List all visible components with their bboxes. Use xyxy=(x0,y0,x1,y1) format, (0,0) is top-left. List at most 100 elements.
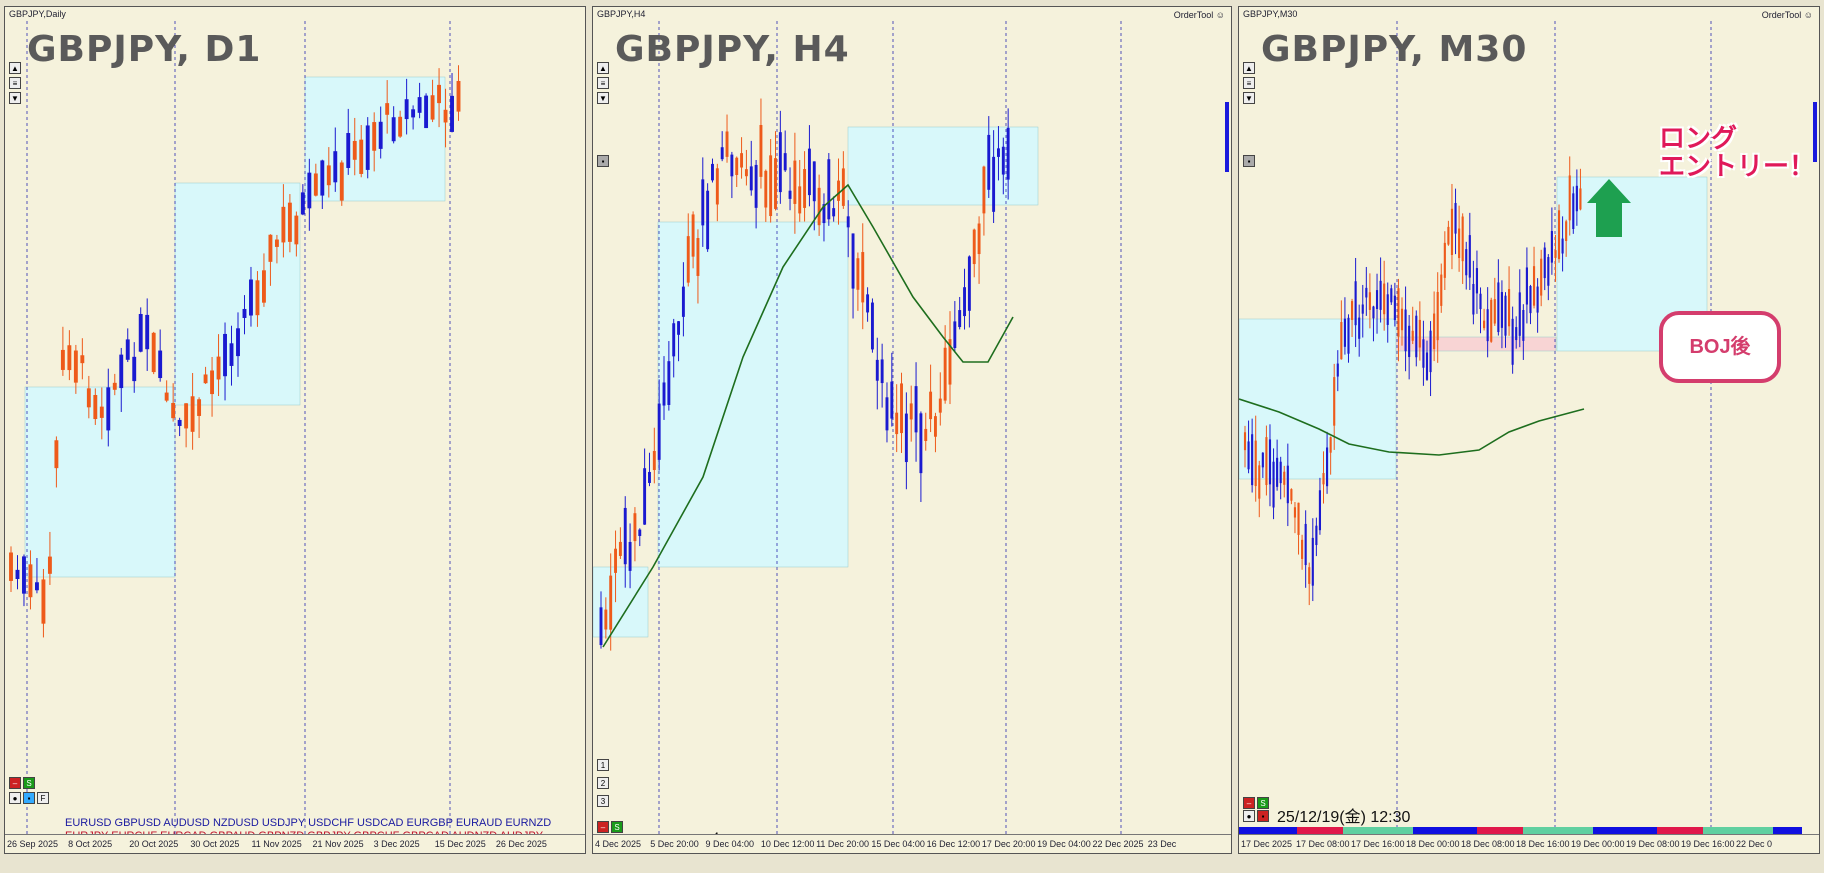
timeframe-icon[interactable]: ≡ xyxy=(597,77,609,89)
candle-body xyxy=(223,333,227,377)
symbol-item[interactable]: USDCAD xyxy=(356,817,407,829)
long-entry-line1: ロング xyxy=(1659,124,1738,154)
candle-plot-m30[interactable] xyxy=(1239,7,1820,854)
scrollbar[interactable] xyxy=(1813,102,1817,162)
candle-body xyxy=(1433,313,1436,350)
candle-body xyxy=(827,159,831,220)
info-icon[interactable]: ▪ xyxy=(23,792,35,804)
candle-body xyxy=(735,157,739,175)
order-tool-label[interactable]: OrderTool ☺ xyxy=(1173,10,1225,20)
pane-title: GBPJPY,H4 xyxy=(597,9,646,19)
candle-body xyxy=(1375,290,1379,310)
sell-icon[interactable]: – xyxy=(1243,797,1255,809)
symbol-item[interactable]: GBPUSD xyxy=(114,817,164,829)
candle-body xyxy=(1006,127,1010,180)
symbol-timeframe-label: GBPJPY, H4 xyxy=(615,29,850,70)
symbol-item[interactable]: EURAUD xyxy=(455,817,506,829)
candle-body xyxy=(1293,507,1297,518)
candle-body xyxy=(132,356,137,382)
candle-body xyxy=(203,374,208,384)
candle-body xyxy=(686,236,690,283)
candle-body xyxy=(385,103,390,115)
tool-icon[interactable]: ● xyxy=(9,792,21,804)
candle-body xyxy=(638,529,642,536)
sell-icon[interactable]: – xyxy=(597,821,609,833)
side-button-1[interactable]: 1 xyxy=(597,759,609,771)
candle-body xyxy=(294,215,299,245)
candle-body xyxy=(1408,325,1411,358)
buy-icon[interactable]: S xyxy=(611,821,623,833)
time-axis-label: 23 Dec xyxy=(1147,839,1177,849)
buy-icon[interactable]: S xyxy=(23,777,35,789)
symbol-item[interactable]: USDJPY xyxy=(261,817,309,829)
chart-pane-daily[interactable]: GBPJPY,Daily GBPJPY, D1 ▲ ≡ ▼ – S ● ▪ F … xyxy=(4,6,586,854)
time-axis-label: 10 Dec 12:00 xyxy=(760,839,815,849)
chart-pane-m30[interactable]: GBPJPY,M30 OrderTool ☺ GBPJPY, M30 ▲ ≡ ▼ … xyxy=(1238,6,1820,854)
candle-body xyxy=(164,392,169,401)
candle-body xyxy=(287,202,292,242)
sell-icon[interactable]: – xyxy=(9,777,21,789)
chart-pane-h4[interactable]: GBPJPY,H4 OrderTool ☺ GBPJPY, H4 ▲ ≡ ▼ ▪ … xyxy=(592,6,1232,854)
time-axis-label: 18 Dec 16:00 xyxy=(1516,839,1570,849)
scroll-down-icon[interactable]: ▼ xyxy=(1243,92,1255,104)
tool-icon[interactable]: ● xyxy=(1243,810,1255,822)
candle-plot-h4[interactable] xyxy=(593,7,1232,854)
scroll-up-icon[interactable]: ▲ xyxy=(9,62,21,74)
time-axis: 4 Dec 2025 5 Dec 20:00 9 Dec 04:00 10 Dec 1… xyxy=(593,834,1231,853)
candle-body xyxy=(171,402,176,419)
candle-body xyxy=(856,258,860,290)
timeframe-icon[interactable]: ≡ xyxy=(9,77,21,89)
candle-body xyxy=(667,361,671,405)
candle-body xyxy=(754,164,758,208)
symbol-item[interactable]: EURUSD xyxy=(65,817,115,829)
candle-body xyxy=(93,394,98,420)
candle-body xyxy=(774,158,777,209)
candle-body xyxy=(339,162,344,201)
side-button-3[interactable]: 3 xyxy=(597,795,609,807)
symbol-row: EURUSD GBPUSD AUDUSD NZDUSD USDJPY USDCH… xyxy=(65,817,551,830)
candle-body xyxy=(1454,202,1457,234)
candle-body xyxy=(1279,461,1282,484)
candle-body xyxy=(1251,434,1254,486)
time-axis-label: 19 Dec 04:00 xyxy=(1037,839,1091,849)
candle-body xyxy=(958,310,962,328)
candle-body xyxy=(1301,539,1304,559)
candle-body xyxy=(430,95,435,120)
candle-plot-daily[interactable] xyxy=(5,7,586,854)
order-tool-label[interactable]: OrderTool ☺ xyxy=(1761,10,1813,20)
candle-body xyxy=(643,468,647,525)
scroll-up-icon[interactable]: ▲ xyxy=(1243,62,1255,74)
symbol-item[interactable]: USDCHF xyxy=(308,817,357,829)
candle-body xyxy=(648,471,651,483)
scroll-up-icon[interactable]: ▲ xyxy=(597,62,609,74)
candle-body xyxy=(22,556,26,594)
candle-body xyxy=(1404,309,1407,352)
candle-body xyxy=(740,153,744,168)
side-button-2[interactable]: 2 xyxy=(597,777,609,789)
buy-icon[interactable]: S xyxy=(1257,797,1269,809)
candle-body xyxy=(1522,310,1525,341)
lock-icon[interactable]: ▪ xyxy=(597,155,609,167)
symbol-item[interactable]: EURNZD xyxy=(505,817,552,829)
candle-body xyxy=(47,556,52,574)
flag-icon[interactable]: F xyxy=(37,792,49,804)
lock-icon[interactable]: ▪ xyxy=(1243,155,1255,167)
scroll-down-icon[interactable]: ▼ xyxy=(9,92,21,104)
candle-body xyxy=(352,140,357,160)
close-order-icon[interactable]: ▪ xyxy=(1257,810,1269,822)
candle-body xyxy=(633,513,637,542)
candle-body xyxy=(456,80,461,112)
symbol-item[interactable]: EURGBP xyxy=(406,817,456,829)
candle-body xyxy=(870,302,874,350)
scrollbar[interactable] xyxy=(1225,102,1229,172)
candle-body xyxy=(890,381,894,419)
candle-body xyxy=(86,388,91,408)
timeframe-icon[interactable]: ≡ xyxy=(1243,77,1255,89)
candle-body xyxy=(909,403,913,420)
symbol-item[interactable]: NZDUSD xyxy=(212,817,262,829)
time-axis-label: 22 Dec 2025 xyxy=(1092,839,1144,849)
scroll-down-icon[interactable]: ▼ xyxy=(597,92,609,104)
symbol-item[interactable]: AUDUSD xyxy=(163,817,213,829)
candle-body xyxy=(197,399,202,416)
candle-body xyxy=(1465,249,1468,276)
